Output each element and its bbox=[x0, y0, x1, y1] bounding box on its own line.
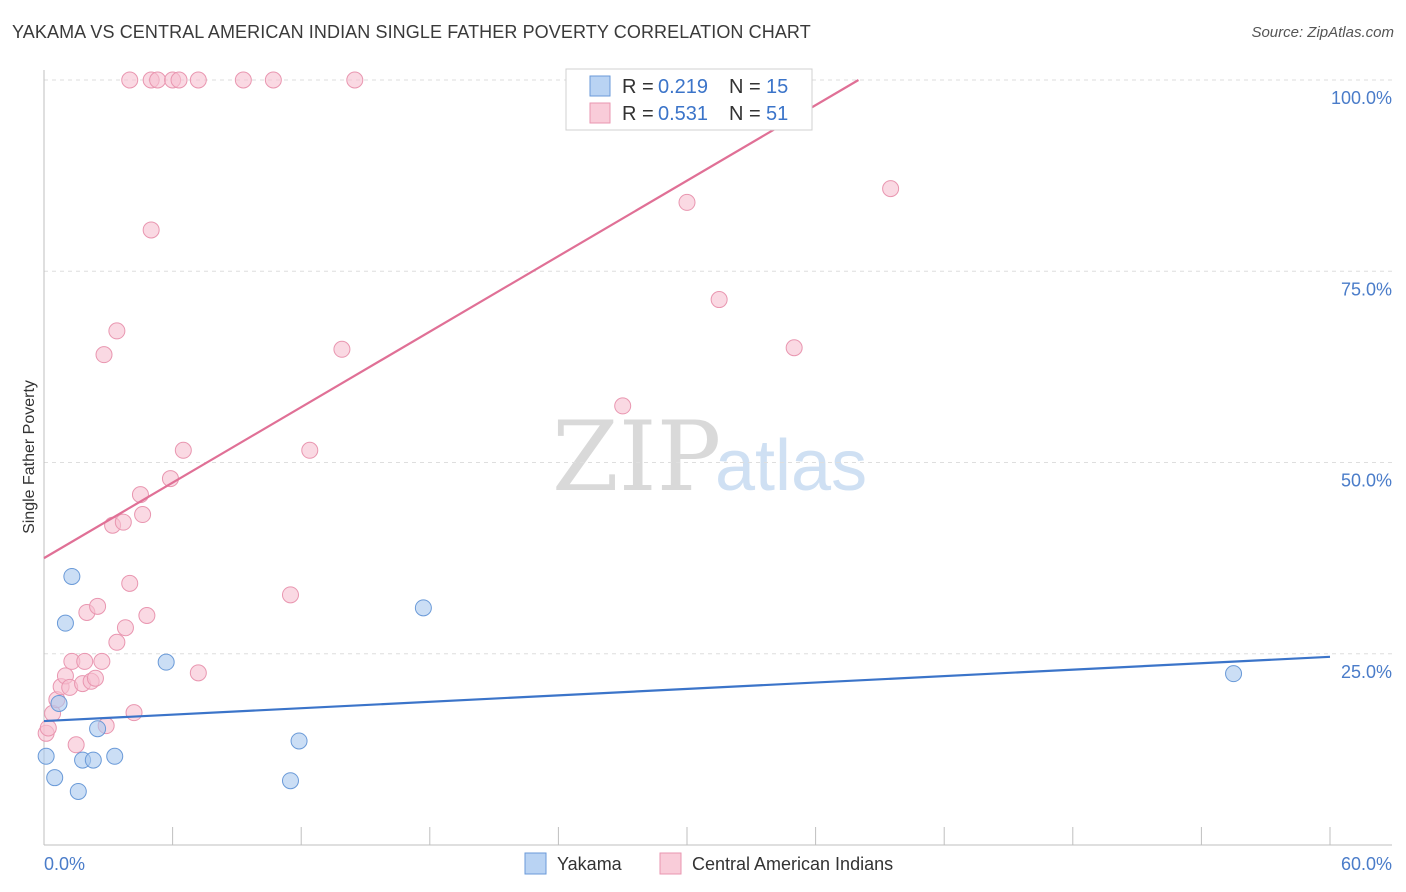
trend-line-yakama bbox=[43, 655, 1331, 723]
legend-n-label-cai: N = bbox=[729, 103, 761, 125]
point-central-american-indians bbox=[93, 652, 111, 670]
point-yakama bbox=[157, 653, 175, 671]
point-yakama bbox=[37, 747, 55, 765]
bottom-legend-label-yakama: Yakama bbox=[557, 854, 623, 874]
point-central-american-indians bbox=[301, 441, 319, 459]
y-axis-label: Single Father Poverty bbox=[21, 380, 38, 534]
point-central-american-indians bbox=[189, 71, 207, 89]
point-central-american-indians bbox=[108, 322, 126, 340]
point-central-american-indians bbox=[86, 669, 104, 687]
series-central-american-indians-points bbox=[37, 71, 900, 754]
x-tick-marks bbox=[172, 827, 1331, 845]
point-central-american-indians bbox=[142, 221, 160, 239]
point-central-american-indians bbox=[234, 71, 252, 89]
point-central-american-indians bbox=[710, 291, 728, 309]
source-credit: Source: ZipAtlas.com bbox=[1251, 24, 1394, 41]
bottom-legend-swatch-yakama bbox=[524, 852, 547, 875]
point-yakama bbox=[69, 782, 87, 800]
x-tick-label-max: 60.0% bbox=[1341, 854, 1392, 874]
legend-swatch-yakama bbox=[589, 75, 611, 97]
point-central-american-indians bbox=[121, 574, 139, 592]
point-central-american-indians bbox=[170, 71, 188, 89]
legend-n-value-yakama: 15 bbox=[766, 76, 788, 98]
point-yakama bbox=[46, 769, 64, 787]
point-central-american-indians bbox=[125, 704, 143, 722]
point-central-american-indians bbox=[149, 71, 167, 89]
point-central-american-indians bbox=[333, 340, 351, 358]
trend-lines bbox=[43, 79, 1331, 723]
point-yakama bbox=[290, 732, 308, 750]
point-yakama bbox=[106, 747, 124, 765]
bottom-legend-label-cai: Central American Indians bbox=[692, 854, 893, 874]
point-central-american-indians bbox=[678, 193, 696, 211]
x-tick-label-min: 0.0% bbox=[44, 854, 85, 874]
point-central-american-indians bbox=[785, 339, 803, 357]
point-central-american-indians bbox=[67, 736, 85, 754]
correlation-legend: R = 0.219 N = 15 R = 0.531 N = 51 bbox=[565, 68, 813, 131]
legend-n-label-yakama: N = bbox=[729, 76, 761, 98]
point-central-american-indians bbox=[138, 607, 156, 624]
legend-r-label-yakama: R = bbox=[622, 76, 654, 98]
watermark-zip: ZIP bbox=[552, 401, 721, 513]
watermark-atlas: atlas bbox=[715, 426, 867, 506]
series-yakama-points bbox=[37, 567, 1243, 800]
point-yakama bbox=[50, 694, 68, 712]
trend-line-central-american-indians bbox=[43, 79, 860, 560]
point-central-american-indians bbox=[189, 664, 207, 682]
point-yakama bbox=[56, 614, 74, 632]
gridlines bbox=[44, 79, 1392, 655]
series-legend: Yakama Central American Indians bbox=[524, 852, 893, 875]
point-yakama bbox=[281, 772, 299, 790]
legend-r-value-cai: 0.531 bbox=[658, 103, 708, 125]
point-central-american-indians bbox=[134, 506, 152, 524]
point-central-american-indians bbox=[281, 586, 299, 604]
point-yakama bbox=[414, 599, 432, 617]
point-central-american-indians bbox=[116, 619, 134, 637]
y-tick-label: 100.0% bbox=[1331, 88, 1392, 108]
point-yakama bbox=[63, 567, 81, 585]
point-central-american-indians bbox=[614, 397, 632, 415]
legend-n-value-cai: 51 bbox=[766, 103, 788, 125]
point-yakama bbox=[84, 751, 102, 769]
y-tick-labels: 25.0% 50.0% 75.0% 100.0% bbox=[1331, 88, 1392, 682]
y-tick-label: 50.0% bbox=[1341, 471, 1392, 491]
point-central-american-indians bbox=[264, 71, 282, 89]
legend-swatch-central-american-indians bbox=[589, 102, 611, 124]
y-tick-label: 25.0% bbox=[1341, 662, 1392, 682]
y-tick-label: 75.0% bbox=[1341, 279, 1392, 299]
point-central-american-indians bbox=[108, 633, 126, 651]
bottom-legend-swatch-cai bbox=[659, 852, 682, 875]
point-central-american-indians bbox=[346, 71, 364, 89]
point-central-american-indians bbox=[174, 441, 192, 459]
point-central-american-indians bbox=[39, 719, 57, 737]
legend-r-label-cai: R = bbox=[622, 103, 654, 125]
point-central-american-indians bbox=[882, 180, 900, 198]
point-yakama bbox=[1225, 665, 1243, 683]
point-central-american-indians bbox=[114, 513, 132, 531]
point-yakama bbox=[89, 720, 107, 738]
point-central-american-indians bbox=[95, 346, 113, 364]
chart-title: YAKAMA VS CENTRAL AMERICAN INDIAN SINGLE… bbox=[12, 22, 811, 42]
legend-r-value-yakama: 0.219 bbox=[658, 76, 708, 98]
point-central-american-indians bbox=[121, 71, 139, 89]
point-central-american-indians bbox=[76, 652, 94, 670]
point-central-american-indians bbox=[89, 597, 107, 615]
